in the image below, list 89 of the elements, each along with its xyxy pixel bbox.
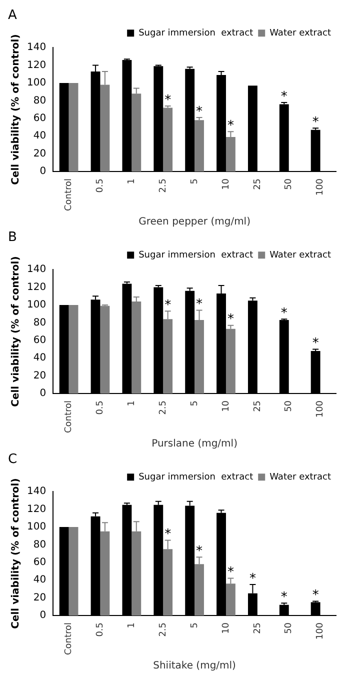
bar [68, 526, 78, 616]
y-tick-label: 100 [26, 78, 46, 89]
x-tick-label: 5 [190, 622, 200, 628]
chart-title: A [8, 8, 17, 24]
x-tick-label: 50 [284, 622, 294, 634]
y-tick-label: 100 [26, 300, 46, 311]
y-tick-label: 0 [40, 610, 46, 622]
y-axis-title: Cell viability (% of control) [10, 478, 22, 629]
x-tick-label: 1 [127, 178, 138, 184]
annotation: * [280, 590, 288, 605]
x-tick-label: 5 [190, 178, 200, 184]
legend-label: Water extract [270, 28, 332, 38]
legend-label: Sugar immersion extract [138, 472, 254, 482]
annotation: * [164, 92, 172, 108]
bar [194, 120, 204, 172]
y-tick-label: 100 [26, 522, 46, 533]
bar [163, 108, 173, 172]
y-tick-label: 140 [26, 42, 46, 54]
y-tick-label: 40 [33, 130, 46, 142]
x-axis-title: Shiitake (mg/ml) [153, 660, 236, 672]
x-tick-label: 0.5 [96, 178, 106, 193]
y-axis-title: Cell viability (% of control) [10, 34, 22, 185]
y-tick-label: 60 [33, 112, 46, 124]
chart-title: C [8, 452, 18, 468]
x-tick-label: 2.5 [158, 400, 168, 415]
x-tick-label: 50 [284, 178, 294, 190]
annotation: * [312, 588, 320, 604]
y-tick-label: 20 [33, 370, 46, 382]
x-tick-label: 25 [252, 400, 263, 412]
annotation: * [196, 297, 204, 312]
x-tick-label: 5 [190, 400, 200, 406]
y-tick-label: 0 [40, 388, 46, 400]
y-tick-label: 80 [33, 317, 46, 328]
y-tick-label: 20 [33, 148, 46, 160]
x-tick-label: 2.5 [158, 178, 168, 193]
x-tick-label: 100 [316, 400, 326, 418]
x-tick-label: Control [64, 178, 74, 212]
x-tick-label: 1 [127, 400, 138, 406]
legend-label: Sugar immersion extract [138, 28, 254, 38]
annotation: * [227, 565, 234, 580]
y-tick-label: 120 [26, 504, 46, 515]
x-tick-label: 0.5 [96, 400, 106, 415]
bar [68, 304, 78, 394]
y-tick-label: 60 [33, 334, 46, 346]
y-tick-label: 80 [33, 95, 46, 106]
x-tick-label: 10 [221, 622, 232, 634]
legend-label: Water extract [270, 250, 332, 260]
annotation: * [249, 571, 256, 586]
legend-label: Water extract [270, 472, 332, 482]
x-tick-label: 10 [221, 178, 232, 190]
annotation: * [164, 527, 172, 542]
bar [100, 306, 110, 394]
y-tick-label: 20 [33, 592, 46, 604]
y-tick-label: 140 [26, 264, 46, 276]
x-axis-title: Green pepper (mg/ml) [138, 216, 251, 228]
y-tick-label: 60 [33, 556, 46, 568]
x-tick-label: 25 [252, 622, 263, 634]
annotation: * [280, 306, 288, 322]
x-tick-label: Control [64, 622, 74, 656]
bar [226, 328, 236, 394]
x-tick-label: Control [64, 400, 74, 434]
annotation: * [196, 104, 204, 120]
x-tick-label: 10 [221, 400, 232, 412]
y-tick-label: 0 [40, 166, 46, 178]
annotation: * [227, 312, 234, 328]
bar [68, 82, 78, 172]
annotation: * [227, 118, 234, 134]
x-tick-label: 0.5 [96, 622, 106, 637]
y-tick-label: 40 [33, 352, 46, 364]
chart-title: B [8, 230, 17, 246]
annotation: * [312, 336, 320, 352]
x-tick-label: 100 [316, 178, 326, 196]
y-tick-label: 120 [26, 60, 46, 71]
x-tick-label: 50 [284, 400, 294, 412]
x-tick-label: 1 [127, 622, 138, 628]
y-axis-title: Cell viability (% of control) [10, 256, 22, 407]
y-tick-label: 120 [26, 282, 46, 293]
annotation: * [196, 544, 204, 559]
annotation: * [164, 298, 172, 314]
legend-label: Sugar immersion extract [138, 250, 254, 260]
annotation: * [280, 89, 288, 104]
x-tick-label: 25 [252, 178, 263, 190]
x-tick-label: 2.5 [158, 622, 168, 637]
annotation: * [312, 114, 320, 130]
x-tick-label: 100 [316, 622, 326, 640]
x-axis-title: Purslane (mg/ml) [152, 438, 238, 450]
y-tick-label: 140 [26, 486, 46, 498]
y-tick-label: 80 [33, 539, 46, 550]
y-tick-label: 40 [33, 574, 46, 586]
